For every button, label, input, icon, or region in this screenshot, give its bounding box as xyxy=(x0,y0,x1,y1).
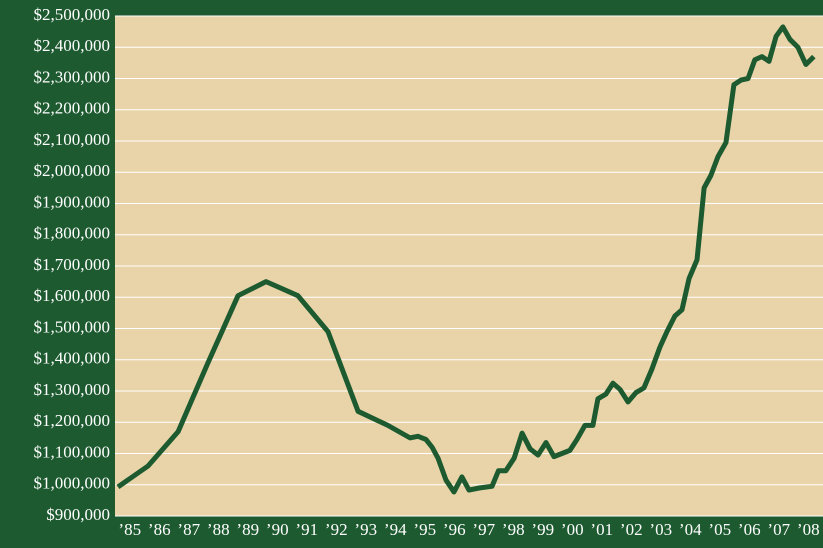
y-tick-label: $900,000 xyxy=(46,505,110,524)
x-tick-label: ’03 xyxy=(649,520,672,539)
y-tick-label: $1,100,000 xyxy=(34,442,111,461)
x-tick-label: ’85 xyxy=(118,520,141,539)
x-tick-label: ’95 xyxy=(413,520,436,539)
x-tick-label: ’07 xyxy=(767,520,790,539)
x-tick-label: ’02 xyxy=(620,520,643,539)
x-tick-label: ’87 xyxy=(177,520,200,539)
x-tick-label: ’08 xyxy=(797,520,820,539)
x-tick-label: ’96 xyxy=(443,520,466,539)
x-tick-label: ’00 xyxy=(561,520,584,539)
x-tick-label: ’88 xyxy=(207,520,230,539)
y-tick-label: $1,800,000 xyxy=(34,224,111,243)
y-tick-label: $2,500,000 xyxy=(34,5,111,24)
y-tick-label: $1,300,000 xyxy=(34,380,111,399)
x-tick-label: ’04 xyxy=(679,520,702,539)
y-tick-label: $1,400,000 xyxy=(34,349,111,368)
y-tick-label: $2,100,000 xyxy=(34,130,111,149)
y-tick-label: $2,000,000 xyxy=(34,161,111,180)
y-tick-label: $1,200,000 xyxy=(34,411,111,430)
x-tick-label: ’98 xyxy=(502,520,525,539)
y-tick-label: $1,700,000 xyxy=(34,255,111,274)
y-tick-label: $2,200,000 xyxy=(34,99,111,118)
x-tick-label: ’89 xyxy=(236,520,259,539)
x-tick-label: ’01 xyxy=(590,520,613,539)
x-tick-label: ’91 xyxy=(295,520,318,539)
x-tick-label: ’05 xyxy=(708,520,731,539)
y-tick-label: $1,900,000 xyxy=(34,192,111,211)
line xyxy=(116,24,816,495)
x-tick-label: ’99 xyxy=(531,520,554,539)
x-tick-label: ’92 xyxy=(325,520,348,539)
y-tick-label: $1,000,000 xyxy=(34,474,111,493)
x-tick-label: ’93 xyxy=(354,520,377,539)
y-tick-label: $2,400,000 xyxy=(34,36,111,55)
y-tick-label: $1,500,000 xyxy=(34,317,111,336)
x-tick-label: ’90 xyxy=(266,520,289,539)
x-tick-label: ’06 xyxy=(738,520,761,539)
y-tick-label: $1,600,000 xyxy=(34,286,111,305)
x-tick-label: ’86 xyxy=(148,520,171,539)
x-tick-label: ’97 xyxy=(472,520,495,539)
y-tick-label: $2,300,000 xyxy=(34,67,111,86)
x-tick-label: ’94 xyxy=(384,520,407,539)
